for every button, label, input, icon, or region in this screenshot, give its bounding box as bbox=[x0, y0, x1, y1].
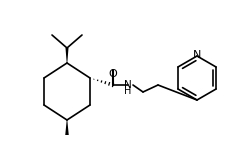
Text: H: H bbox=[124, 86, 132, 96]
Polygon shape bbox=[65, 120, 69, 135]
Text: O: O bbox=[109, 69, 117, 79]
Text: N: N bbox=[124, 80, 132, 90]
Polygon shape bbox=[65, 48, 68, 63]
Text: N: N bbox=[193, 50, 201, 60]
